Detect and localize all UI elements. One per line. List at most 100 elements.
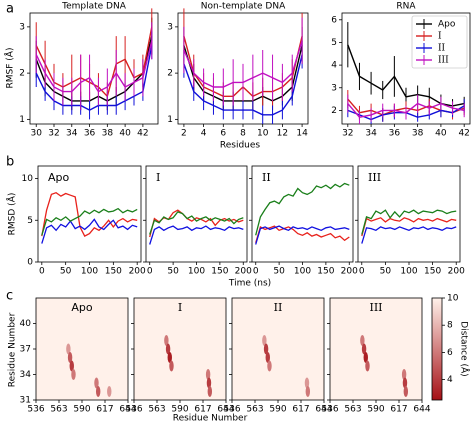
- heatmap-cell: [69, 360, 74, 372]
- heatmap-cell: [71, 369, 76, 380]
- subplot-label: III: [368, 171, 381, 184]
- heatmap-background: [36, 298, 128, 400]
- heatmap-cell: [267, 360, 272, 372]
- subplot-label: I: [156, 171, 160, 184]
- x-axis-label: Residues: [220, 141, 261, 151]
- x-tick-label: 200: [341, 267, 358, 277]
- subplot-title: RNA: [396, 2, 416, 12]
- y-tick-label: 3: [19, 22, 25, 32]
- axes-frame: [341, 12, 471, 125]
- x-tick-label: 30: [30, 129, 42, 139]
- y-tick-label: 1: [167, 115, 173, 125]
- x-tick-label: 100: [400, 267, 417, 277]
- x-tick-label: 36: [389, 129, 401, 139]
- heatmap-cell: [363, 352, 368, 363]
- heatmap-cell: [403, 386, 409, 397]
- x-tick-label: 100: [294, 267, 311, 277]
- heatmap-cell: [95, 386, 101, 397]
- y-tick-label: 10: [22, 174, 34, 184]
- heatmap-cell: [107, 386, 112, 397]
- colorbar-tick-label: 4: [447, 375, 453, 385]
- x-tick-label: 617: [96, 405, 113, 415]
- x-tick-label: 150: [317, 267, 334, 277]
- subplot-title: Template DNA: [61, 2, 127, 12]
- y-tick-label: 34: [20, 370, 32, 380]
- axes-frame: [145, 165, 248, 263]
- rmsd-line: [255, 182, 350, 236]
- rmsd-line: [41, 207, 138, 236]
- panel-label: c: [6, 289, 13, 304]
- heatmap-cell: [365, 360, 370, 372]
- x-tick-label: 617: [194, 405, 211, 415]
- y-tick-label: 2: [167, 69, 173, 79]
- x-tick-label: 36: [84, 129, 96, 139]
- y-tick-label: 2: [19, 69, 25, 79]
- x-tick-label: 50: [60, 267, 72, 277]
- x-tick-label: 34: [365, 129, 377, 139]
- heatmap-cell: [265, 352, 270, 363]
- x-tick-label: 8: [240, 129, 246, 139]
- x-tick-label: 42: [137, 129, 148, 139]
- heatmap-cell: [164, 335, 169, 346]
- heatmap-cell: [361, 343, 367, 355]
- y-tick-label: 3: [167, 22, 173, 32]
- x-tick-label: 563: [148, 405, 165, 415]
- rmsd-line: [361, 209, 457, 235]
- y-axis-label: RMSD (Å): [6, 193, 18, 236]
- y-tick-label: 31: [20, 396, 31, 406]
- rmsd-line: [255, 225, 350, 245]
- x-tick-label: 14: [296, 129, 308, 139]
- x-tick-label: 38: [102, 129, 114, 139]
- rmsd-line: [255, 225, 350, 243]
- rmsf-line: [35, 45, 153, 111]
- heatmap-cell: [402, 377, 408, 389]
- subplot-label: II: [274, 301, 283, 314]
- colorbar-tick-label: 8: [447, 321, 453, 331]
- rmsd-line: [149, 209, 244, 238]
- x-tick-label: 563: [246, 405, 263, 415]
- legend-label: Apo: [438, 20, 456, 30]
- legend-box: [411, 15, 468, 69]
- heatmap-cell: [94, 377, 99, 389]
- y-axis-label: Residue Number: [8, 312, 18, 387]
- x-tick-label: 100: [188, 267, 205, 277]
- y-axis-label: RMSF (Å): [4, 48, 16, 89]
- y-tick-label: 4: [331, 61, 337, 71]
- heatmap-cell: [167, 352, 172, 363]
- heatmap-cell: [304, 377, 310, 389]
- x-tick-label: 40: [119, 129, 131, 139]
- x-tick-label: 200: [448, 267, 465, 277]
- y-tick-label: 5: [27, 216, 33, 226]
- x-tick-label: 0: [359, 267, 365, 277]
- y-tick-label: 37: [20, 345, 31, 355]
- y-tick-label: 40: [20, 319, 32, 329]
- heatmap-cell: [66, 343, 71, 355]
- subplot-title: Non-template DNA: [201, 2, 286, 12]
- x-tick-label: 590: [73, 405, 90, 415]
- panel-label: b: [6, 155, 14, 170]
- x-tick-label: 50: [380, 267, 392, 277]
- heatmap-cell: [263, 343, 269, 355]
- x-tick-label: 590: [269, 405, 286, 415]
- heatmap-cell: [165, 343, 171, 355]
- x-tick-label: 12: [277, 129, 288, 139]
- x-tick-label: 100: [81, 267, 98, 277]
- subplot-label: Apo: [48, 171, 70, 184]
- heatmap-cell: [360, 335, 365, 346]
- x-tick-label: 34: [66, 129, 78, 139]
- y-tick-label: 2: [331, 106, 337, 116]
- x-tick-label: 200: [235, 267, 252, 277]
- x-tick-label: 32: [342, 129, 353, 139]
- legend-label: I: [438, 32, 442, 42]
- subplot-label: II: [262, 171, 271, 184]
- rmsd-line: [361, 226, 457, 244]
- x-tick-label: 2: [181, 129, 187, 139]
- heatmap-cell: [262, 335, 267, 346]
- x-tick-label: 200: [129, 267, 146, 277]
- x-tick-label: 617: [292, 405, 309, 415]
- x-tick-label: 6: [220, 129, 226, 139]
- colorbar-tick-label: 6: [447, 348, 453, 358]
- x-tick-label: 42: [458, 129, 469, 139]
- rmsd-line: [361, 217, 457, 237]
